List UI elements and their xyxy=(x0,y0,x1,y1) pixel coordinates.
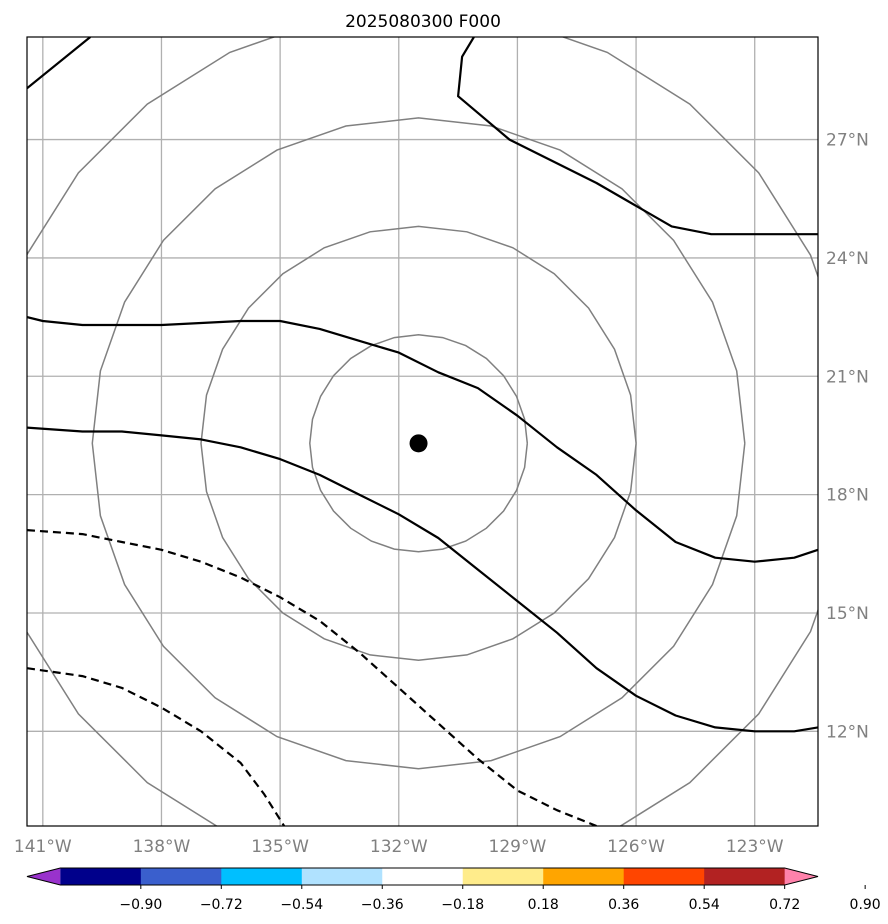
colorbar-tick-label-2: −0.54 xyxy=(280,897,323,913)
colorbar-swatch-7 xyxy=(623,868,705,885)
colorbar-tick-label-0: −0.90 xyxy=(119,897,162,913)
y-tick-label-4: 24°N xyxy=(826,249,869,269)
storm-center-marker xyxy=(409,434,428,453)
x-tick-label-4: 129°W xyxy=(489,837,547,857)
contour-line-dashed-5 xyxy=(27,667,286,826)
y-tick-label-2: 18°N xyxy=(826,486,869,506)
contour-line-dashed-4 xyxy=(27,529,597,826)
range-ring-1 xyxy=(200,225,637,662)
colorbar-swatch-1 xyxy=(140,868,222,885)
x-tick-label-3: 132°W xyxy=(370,837,428,857)
x-tick-label-2: 135°W xyxy=(251,837,309,857)
range-rings xyxy=(27,37,818,826)
x-tick-label-5: 126°W xyxy=(607,837,665,857)
range-ring-3 xyxy=(27,37,818,826)
chart-title: 2025080300 F000 xyxy=(345,12,501,32)
graticule xyxy=(27,37,818,826)
range-ring-2 xyxy=(91,117,746,770)
colorbar-swatch-0 xyxy=(60,868,142,885)
contour-lines xyxy=(27,37,818,826)
contour-line-solid-3 xyxy=(27,426,818,733)
y-tick-label-5: 27°N xyxy=(826,131,869,151)
colorbar-swatch-6 xyxy=(543,868,625,885)
contour-line-solid-1 xyxy=(457,37,818,236)
colorbar-tick-label-5: 0.18 xyxy=(528,897,559,913)
colorbar-outline xyxy=(26,867,819,886)
colorbar-swatch-5 xyxy=(462,868,544,885)
colorbar-extend-high xyxy=(784,868,818,885)
colorbar-extend-low xyxy=(27,868,61,885)
y-tick-label-0: 12°N xyxy=(826,722,869,742)
colorbar xyxy=(26,867,819,886)
colorbar-tick-label-4: −0.18 xyxy=(441,897,484,913)
colorbar-swatch-4 xyxy=(382,868,464,885)
y-tick-label-3: 21°N xyxy=(826,367,869,387)
colorbar-tick-label-1: −0.72 xyxy=(200,897,243,913)
map-frame xyxy=(26,36,819,827)
contour-line-solid-0 xyxy=(27,37,91,90)
colorbar-tick-label-9: 0.90 xyxy=(850,897,881,913)
y-tick-label-1: 15°N xyxy=(826,604,869,624)
colorbar-tick-label-3: −0.36 xyxy=(361,897,404,913)
colorbar-tick-labels: −0.90 −0.72 −0.54 −0.36 −0.18 0.18 0.36 0.54 0.7… xyxy=(119,885,881,913)
x-tick-label-1: 138°W xyxy=(133,837,191,857)
colorbar-tick-label-7: 0.54 xyxy=(689,897,720,913)
colorbar-swatch-8 xyxy=(704,868,786,885)
colorbar-tick-label-8: 0.72 xyxy=(769,897,800,913)
x-tick-label-6: 123°W xyxy=(726,837,784,857)
contour-line-solid-2 xyxy=(27,316,818,563)
range-ring-0 xyxy=(309,334,529,553)
colorbar-swatch-3 xyxy=(301,868,383,885)
colorbar-swatch-2 xyxy=(221,868,303,885)
colorbar-tick-label-6: 0.36 xyxy=(608,897,639,913)
map-panel xyxy=(26,36,819,827)
y-tick-labels: 12°N 15°N 18°N 21°N 24°N 27°N xyxy=(826,131,869,743)
x-tick-labels: 141°W 138°W 135°W 132°W 129°W 126°W 123°W xyxy=(14,837,784,857)
x-tick-label-0: 141°W xyxy=(14,837,72,857)
